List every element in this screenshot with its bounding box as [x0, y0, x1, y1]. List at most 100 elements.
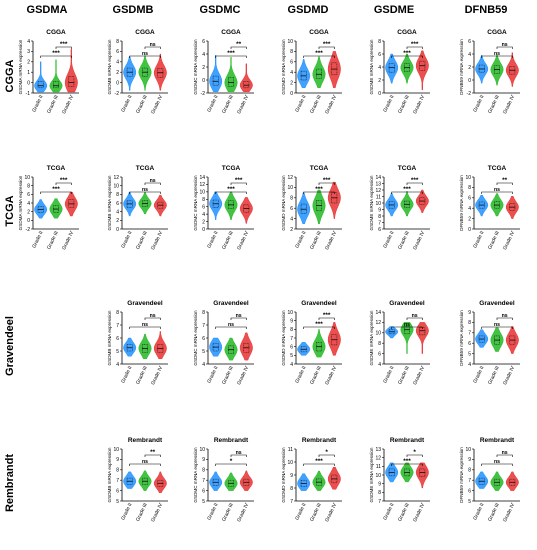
significance-bracket — [406, 317, 423, 320]
significance-label: ns — [142, 51, 148, 57]
panel-title: TCGA — [310, 165, 329, 172]
significance-bracket — [129, 191, 161, 194]
y-tick-label: 5 — [468, 351, 471, 357]
y-tick-label: 5 — [116, 499, 119, 505]
y-tick-label: 10 — [113, 183, 119, 189]
y-tick-label: 8 — [378, 214, 381, 220]
y-tick-label: 8 — [468, 468, 471, 474]
y-tick-label: -1 — [26, 91, 31, 97]
x-tick-label: Grade II — [294, 230, 307, 249]
y-tick-label: 4 — [290, 70, 293, 76]
significance-label: ns — [502, 313, 508, 319]
y-tick-label: 8 — [378, 490, 381, 496]
y-tick-label: 5 — [468, 499, 471, 505]
x-tick-label: Grade III — [135, 230, 149, 250]
significance-label: *** — [403, 458, 411, 465]
x-tick-label: Grade IV — [502, 365, 516, 386]
y-axis-label: DFNB59 mRNA expression — [459, 310, 464, 366]
box-quartiles — [404, 326, 410, 335]
significance-label: *** — [227, 186, 235, 193]
significance-label: *** — [315, 321, 323, 328]
significance-bracket — [215, 191, 247, 194]
x-tick-label: Grade II — [206, 230, 219, 249]
violin-grade-iii — [138, 191, 152, 215]
significance-bracket — [303, 463, 335, 466]
significance-label: ns — [228, 322, 234, 328]
y-tick-label: 0 — [116, 80, 119, 86]
y-tick-label: 10 — [375, 331, 381, 337]
violin-grade-iii — [400, 191, 414, 217]
y-tick-label: 14 — [375, 175, 381, 181]
box-quartiles — [509, 66, 516, 75]
y-tick-label: 9 — [290, 473, 293, 479]
significance-label: *** — [52, 186, 60, 193]
x-tick-label: Grade II — [206, 502, 219, 521]
panel-cgga-dfnb59: CGGA -2 0 2 4 6 DFNB59 mRNA expression Grade II… — [459, 29, 520, 115]
violin-grade-iii — [490, 471, 504, 491]
x-tick-label: Grade III — [397, 230, 411, 250]
panel-gravendeel-gsdmb: Gravendeel 4 5 6 7 8 GSDMB mRNA expression Grad… — [107, 300, 168, 386]
y-axis-label: GSDMD mRNA expression — [281, 447, 286, 503]
panel-title: Gravendeel — [389, 300, 425, 307]
y-tick-label: 6 — [116, 488, 119, 494]
significance-bracket — [496, 454, 513, 457]
violin-grade-iii — [312, 56, 326, 89]
violin-grade-iv — [505, 471, 519, 491]
significance-label: * — [230, 458, 233, 465]
violin-grade-iii — [400, 53, 414, 84]
significance-label: ns — [494, 51, 500, 57]
y-tick-label: 6 — [116, 49, 119, 55]
y-tick-label: 7 — [290, 499, 293, 505]
violin-grade-ii — [209, 55, 223, 92]
significance-bracket — [215, 55, 247, 58]
x-tick-label: Grade II — [120, 365, 133, 384]
x-tick-label: Grade III — [135, 502, 149, 522]
y-tick-label: 5 — [202, 499, 205, 505]
x-tick-label: Grade III — [46, 94, 60, 114]
y-tick-label: 4 — [27, 39, 30, 45]
y-tick-label: 4 — [290, 362, 293, 368]
significance-bracket — [406, 46, 423, 49]
x-tick-label: Grade IV — [502, 502, 516, 523]
y-axis-label: GSDME mRNA expression — [369, 310, 374, 365]
box-quartiles — [142, 344, 148, 353]
x-tick-label: Grade IV — [324, 94, 338, 115]
y-tick-label: 10 — [287, 185, 293, 191]
x-tick-label: Grade II — [472, 230, 485, 249]
y-axis-label: GSDMA mRNA expression — [18, 175, 23, 230]
x-tick-label: Grade II — [294, 94, 307, 113]
significance-bracket — [40, 55, 72, 58]
box-quartiles — [212, 342, 219, 352]
panel-title: Rembrandt — [302, 437, 337, 444]
violin-grade-ii — [385, 326, 399, 339]
y-tick-label: 2 — [290, 80, 293, 86]
y-tick-label: 4 — [27, 201, 30, 207]
y-tick-label: -2 — [115, 91, 120, 97]
x-tick-label: Grade II — [382, 230, 395, 249]
y-tick-label: 14 — [375, 310, 381, 316]
violin-grade-iv — [327, 466, 341, 490]
y-tick-label: 12 — [375, 188, 381, 194]
y-tick-label: 10 — [375, 473, 381, 479]
y-axis-label: DFNB59 mRNA expression — [459, 175, 464, 231]
significance-label: ns — [412, 313, 418, 319]
y-tick-label: 4 — [116, 362, 119, 368]
significance-label: *** — [60, 177, 68, 184]
y-tick-label: 10 — [24, 175, 30, 181]
significance-bracket — [391, 55, 423, 58]
y-tick-label: 8 — [116, 468, 119, 474]
y-tick-label: -2 — [26, 227, 31, 233]
significance-bracket — [215, 463, 247, 466]
y-tick-label: 6 — [468, 196, 471, 202]
y-tick-label: 0 — [27, 218, 30, 224]
y-tick-label: 9 — [116, 457, 119, 463]
y-tick-label: 7 — [202, 323, 205, 329]
x-tick-label: Grade IV — [412, 94, 426, 115]
y-tick-label: 10 — [199, 190, 205, 196]
y-tick-label: 12 — [113, 175, 119, 181]
